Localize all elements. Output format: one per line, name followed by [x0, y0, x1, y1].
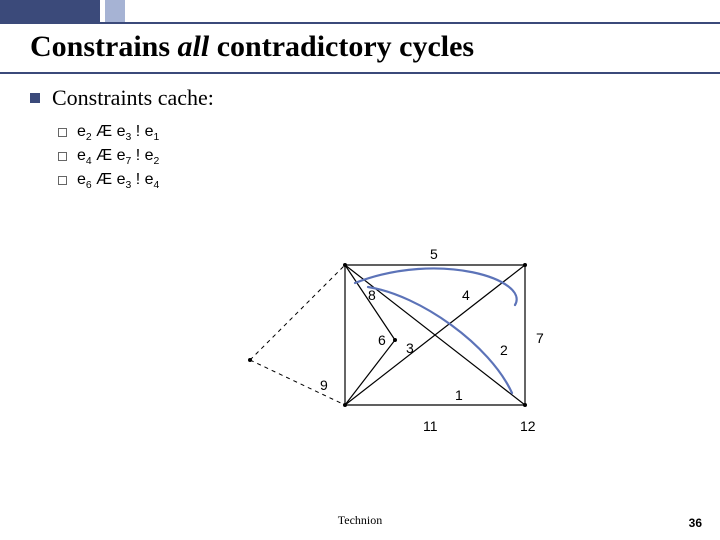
constraint-text: e6 Æ e3 ! e4: [77, 171, 159, 191]
svg-text:7: 7: [536, 330, 544, 346]
title-post: contradictory cycles: [209, 30, 474, 63]
constraint-list: e2 Æ e3 ! e1 e4 Æ e7 ! e2 e6 Æ e3 ! e4: [30, 123, 690, 192]
graph-diagram: 5846327911112: [230, 245, 560, 465]
svg-text:8: 8: [368, 287, 376, 303]
svg-text:3: 3: [406, 340, 414, 356]
constraint-text: e4 Æ e7 ! e2: [77, 147, 159, 167]
svg-text:12: 12: [520, 418, 536, 434]
body: Constraints cache: e2 Æ e3 ! e1 e4 Æ e7 !…: [30, 85, 690, 196]
bullet-l1-text: Constraints cache:: [52, 85, 214, 111]
footer-label: Technion: [338, 513, 382, 528]
slide-number: 36: [689, 516, 702, 530]
bullet-level1: Constraints cache:: [30, 85, 690, 111]
accent-bar-dark: [0, 0, 100, 22]
svg-text:9: 9: [320, 377, 328, 393]
svg-text:4: 4: [462, 287, 470, 303]
svg-text:5: 5: [430, 246, 438, 262]
square-bullet-icon: [30, 93, 40, 103]
title-italic: all: [178, 30, 210, 63]
svg-text:11: 11: [423, 418, 438, 434]
slide-title: Constrains all contradictory cycles: [30, 30, 690, 64]
hollow-square-icon: [58, 152, 67, 161]
constraint-text: e2 Æ e3 ! e1: [77, 123, 159, 143]
svg-text:1: 1: [455, 387, 463, 403]
title-pre: Constrains: [30, 30, 178, 63]
constraint-row: e2 Æ e3 ! e1: [58, 123, 690, 143]
title-band: Constrains all contradictory cycles: [0, 22, 720, 74]
constraint-row: e4 Æ e7 ! e2: [58, 147, 690, 167]
hollow-square-icon: [58, 176, 67, 185]
constraint-row: e6 Æ e3 ! e4: [58, 171, 690, 191]
svg-text:2: 2: [500, 342, 508, 358]
accent-bar-light: [105, 0, 125, 22]
svg-text:6: 6: [378, 332, 386, 348]
hollow-square-icon: [58, 128, 67, 137]
